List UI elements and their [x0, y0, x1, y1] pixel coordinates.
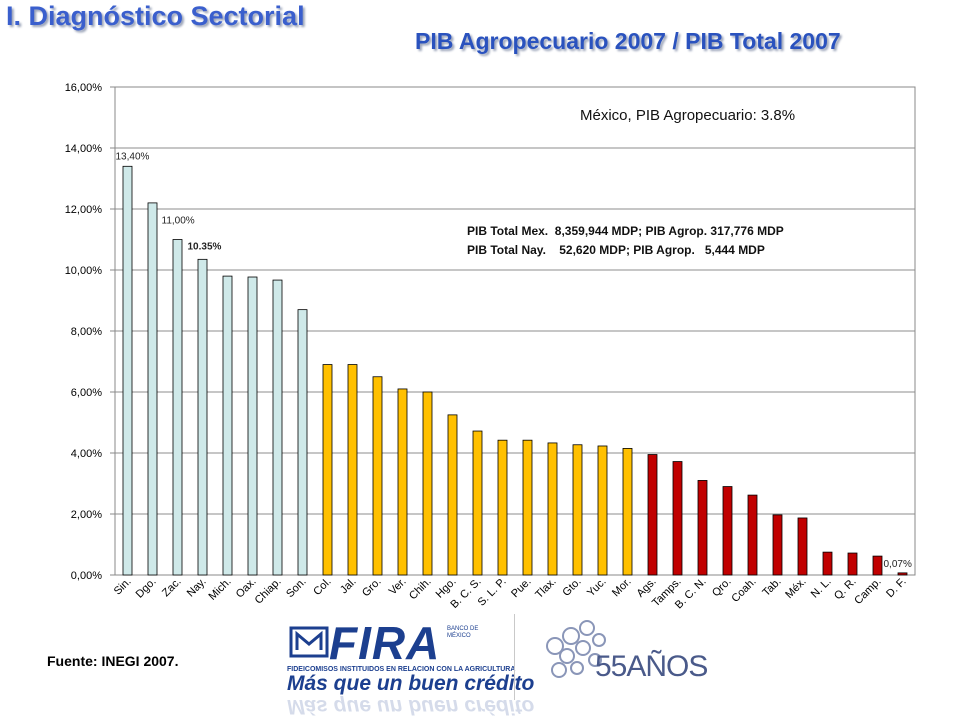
chart-title: PIB Agropecuario 2007 / PIB Total 2007: [415, 28, 841, 54]
bar: [597, 445, 608, 576]
bar: [172, 239, 183, 576]
x-tick-label: Col.: [311, 576, 333, 598]
bar: [622, 448, 633, 576]
data-label: 0,07%: [884, 559, 912, 570]
bar: [647, 454, 658, 576]
bar: [272, 279, 283, 576]
bar: [547, 442, 558, 576]
logo-divider: [514, 614, 515, 700]
x-tick-label: Camp.: [852, 576, 883, 607]
x-tick-label: S. L. P.: [476, 576, 509, 609]
x-tick-label: Son.: [284, 576, 308, 600]
bar: [222, 275, 233, 576]
fira-logo: FIRA BANCO DE MÉXICO FIDEICOMISOS INSTIT…: [285, 612, 708, 720]
y-axis: 0,00% 2,00% 4,00% 6,00% 8,00% 10,00% 12,00% 14,…: [65, 82, 115, 582]
fira-wordmark: FIRA: [329, 617, 441, 669]
bar: [697, 480, 708, 576]
mexico-annotation: México, PIB Agropecuario: 3.8%: [580, 107, 795, 124]
bar: [672, 461, 683, 576]
pib-annotation-line1: PIB Total Mex. 8,359,944 MDP; PIB Agrop.…: [467, 224, 784, 238]
bar: [747, 494, 758, 576]
tagline: Más que un buen crédito: [287, 672, 535, 695]
bar: [772, 514, 783, 576]
x-tick-label: Mich.: [207, 576, 234, 603]
x-tick-label: Gto.: [560, 576, 583, 599]
bar: [197, 258, 208, 576]
slide-title: I. Diagnóstico Sectorial: [6, 1, 305, 31]
bar: [572, 444, 583, 576]
bar: [347, 364, 358, 576]
bar: [822, 551, 833, 576]
fira-emblem-icon: [289, 626, 329, 658]
data-label: 10.35%: [188, 241, 222, 252]
x-tick-label: Nay.: [185, 576, 209, 600]
bar: [797, 517, 808, 576]
y-tick-label: 16,00%: [65, 82, 103, 94]
x-tick-label: Coah.: [729, 576, 758, 605]
x-axis: Sin. Dgo. Zac. Nay.Mich. Oax.Chiap. Son. Col. J…: [112, 576, 909, 612]
x-tick-label: Sin.: [112, 576, 134, 598]
data-labels: 13,40% 11,00% 10.35% 0,07%: [116, 151, 912, 570]
x-tick-label: Dgo.: [134, 576, 159, 601]
x-tick-label: Tlax.: [533, 576, 558, 601]
x-tick-label: Tab.: [760, 576, 783, 599]
fira-side-text: BANCO DE MÉXICO: [447, 626, 479, 639]
x-tick-label: Ver.: [387, 576, 409, 598]
pib-annotation-line2: PIB Total Nay. 52,620 MDP; PIB Agrop. 5,…: [467, 243, 765, 257]
anniversary-emblem-icon: [546, 620, 606, 678]
y-tick-label: 6,00%: [71, 387, 102, 399]
x-tick-label: Chiap.: [253, 576, 284, 607]
source-note: Fuente: INEGI 2007.: [47, 653, 179, 669]
x-tick-label: Méx.: [783, 576, 808, 601]
x-tick-label: Jal.: [338, 576, 359, 597]
gridlines: [114, 86, 916, 576]
bar: [297, 309, 308, 576]
data-label: 13,40%: [116, 151, 150, 162]
anniversary-text: 55AÑOS: [595, 650, 708, 683]
tagline-reflection: Más que un buen crédito: [287, 696, 535, 718]
x-tick-label: D. F.: [884, 576, 908, 600]
y-tick-label: 12,00%: [65, 204, 103, 216]
bar: [897, 572, 908, 576]
bar: [847, 552, 858, 576]
bar: [447, 414, 458, 576]
bar: [322, 364, 333, 576]
x-tick-label: Yuc.: [585, 576, 609, 600]
x-tick-label: Chih.: [407, 576, 434, 603]
bar: [147, 202, 158, 576]
bar: [472, 430, 483, 576]
y-tick-label: 14,00%: [65, 143, 103, 155]
bars: [122, 165, 908, 576]
x-tick-label: N. L.: [809, 576, 834, 601]
x-tick-label: Gro.: [360, 576, 384, 600]
y-tick-label: 10,00%: [65, 265, 103, 277]
y-tick-label: 4,00%: [71, 448, 102, 460]
bar: [522, 439, 533, 576]
bar: [397, 388, 408, 576]
x-tick-label: Zac.: [160, 576, 184, 600]
bar: [122, 165, 133, 576]
y-tick-label: 2,00%: [71, 509, 102, 521]
bar: [497, 439, 508, 576]
y-tick-label: 0,00%: [71, 570, 102, 582]
bar: [372, 376, 383, 576]
x-tick-label: Mor.: [610, 576, 634, 600]
y-tick-label: 8,00%: [71, 326, 102, 338]
data-label: 11,00%: [162, 216, 195, 227]
x-tick-label: Pue.: [509, 576, 533, 600]
bar: [872, 555, 883, 576]
bar: [422, 391, 433, 576]
fira-subtitle: FIDEICOMISOS INSTITUIDOS EN RELACION CON…: [287, 666, 516, 673]
bar: [247, 276, 258, 576]
bar: [722, 486, 733, 576]
